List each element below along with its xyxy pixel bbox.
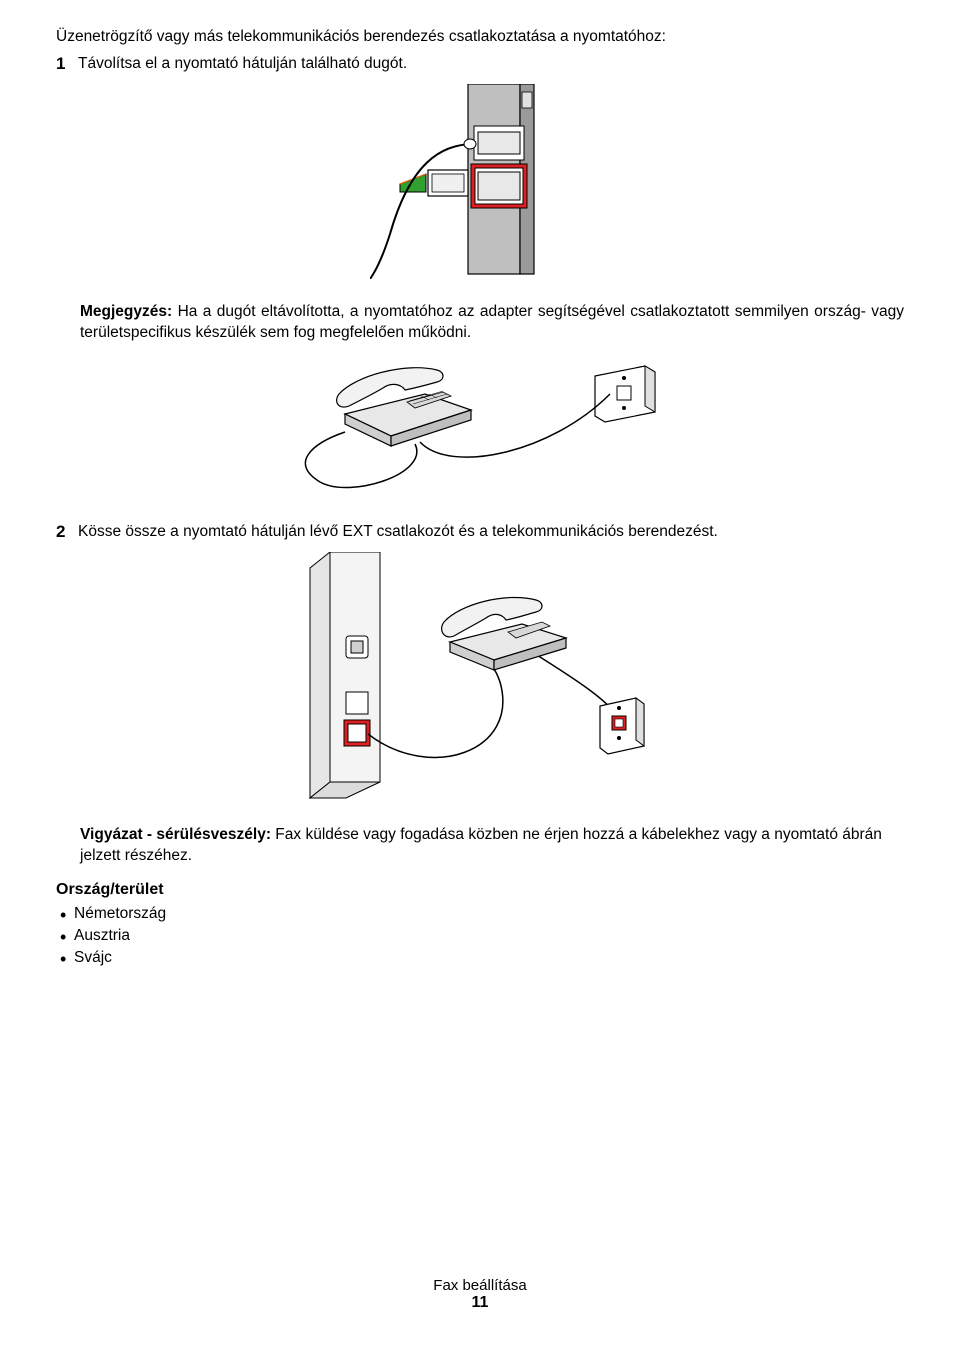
footer-page-number: 11 <box>472 1294 489 1311</box>
figure-port-plug <box>56 84 904 284</box>
note-label: Megjegyzés: <box>80 303 172 320</box>
country-item: Svájc <box>74 949 904 967</box>
note-block: Megjegyzés: Ha a dugót eltávolította, a … <box>80 302 904 344</box>
country-item: Németország <box>74 905 904 923</box>
country-item: Ausztria <box>74 927 904 945</box>
step-1-number: 1 <box>56 54 78 74</box>
caution-block: Vigyázat - sérülésveszély: Fax küldése v… <box>80 825 904 867</box>
step-2: 2 Kösse össze a nyomtató hátulján lévő E… <box>56 522 904 542</box>
intro-text: Üzenetrögzítő vagy más telekommunikációs… <box>56 28 904 46</box>
footer-chapter-title: Fax beállítása <box>56 1277 904 1294</box>
page-footer: Fax beállítása 11 <box>56 1277 904 1312</box>
note-text: Ha a dugót eltávolította, a nyomtatóhoz … <box>80 303 904 341</box>
caution-label: Vigyázat - sérülésveszély: <box>80 826 271 843</box>
countries-list: Németország Ausztria Svájc <box>56 905 904 967</box>
step-1-text: Távolítsa el a nyomtató hátulján találha… <box>78 54 407 73</box>
figure-phone-to-wall <box>56 354 904 504</box>
step-2-number: 2 <box>56 522 78 542</box>
step-1: 1 Távolítsa el a nyomtató hátulján talál… <box>56 54 904 74</box>
step-2-text: Kösse össze a nyomtató hátulján lévő EXT… <box>78 522 718 541</box>
figure-phone-to-printer <box>56 552 904 807</box>
countries-heading: Ország/terület <box>56 881 904 899</box>
